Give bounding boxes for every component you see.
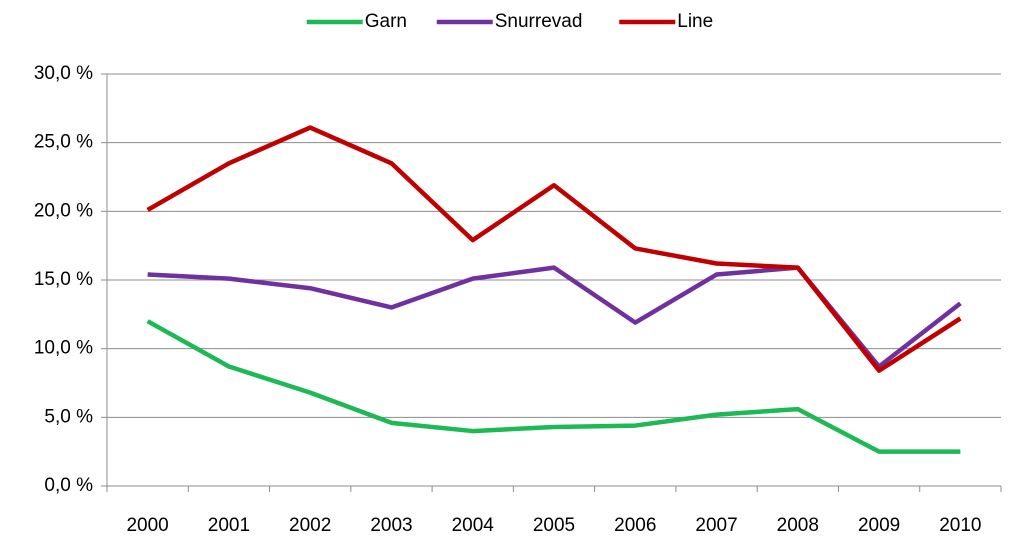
x-tick-label: 2004 bbox=[452, 515, 495, 536]
series-line bbox=[146, 125, 962, 373]
y-tick-label: 20,0 % bbox=[34, 200, 93, 221]
y-tick-label: 5,0 % bbox=[44, 406, 93, 427]
x-tick-label: 2008 bbox=[777, 515, 819, 536]
y-tick-label: 15,0 % bbox=[34, 269, 93, 290]
legend-label: Line bbox=[677, 11, 713, 32]
x-tick-label: 2010 bbox=[939, 515, 981, 536]
y-tick-label: 30,0 % bbox=[34, 63, 93, 84]
x-tick-label: 2000 bbox=[126, 515, 168, 536]
x-tick-label: 2003 bbox=[370, 515, 412, 536]
x-tick-label: 2002 bbox=[289, 515, 331, 536]
y-tick-label: 0,0 % bbox=[44, 475, 93, 496]
legend-label: Snurrevad bbox=[495, 11, 583, 32]
y-tick-label: 10,0 % bbox=[34, 338, 93, 359]
x-tick-label: 2006 bbox=[614, 515, 656, 536]
x-tick-label: 2001 bbox=[208, 515, 250, 536]
x-tick-label: 2007 bbox=[695, 515, 737, 536]
series-line bbox=[146, 319, 961, 454]
x-tick-label: 2009 bbox=[858, 515, 900, 536]
legend-label: Garn bbox=[365, 11, 407, 32]
y-tick-label: 25,0 % bbox=[34, 132, 93, 153]
x-tick-label: 2005 bbox=[533, 515, 575, 536]
